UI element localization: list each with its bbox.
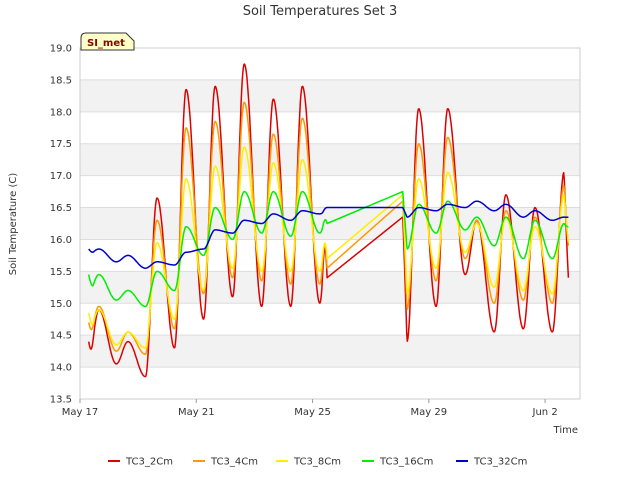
x-tick-label: May 17 [62, 407, 99, 418]
series-line-tc3-16cm [87, 190, 569, 308]
x-tick-label: May 29 [411, 407, 448, 418]
background-band [80, 79, 580, 112]
x-tick-label: Jun 2 [532, 407, 558, 418]
x-axis-label: Time [553, 425, 578, 436]
y-tick-label: 16.0 [50, 235, 72, 246]
legend-label: TC3_8Cm [293, 457, 341, 468]
y-tick-label: 17.5 [50, 139, 72, 150]
x-tick-label: May 21 [178, 407, 215, 418]
legend-label: TC3_4Cm [210, 457, 258, 468]
x-tick-label: May 25 [294, 407, 331, 418]
y-tick-label: 17.0 [50, 171, 72, 182]
y-tick-label: 16.5 [50, 203, 72, 214]
series-line-tc3-32cm [88, 200, 569, 269]
x-axis-ticks: May 17 May 21 May 25 May 29 Jun 2 [62, 399, 558, 418]
annotation-box [80, 32, 135, 51]
y-tick-label: 19.0 [50, 44, 72, 55]
background-band [80, 143, 580, 176]
background-band [80, 335, 580, 368]
legend-label: TC3_2Cm [125, 457, 173, 468]
legend-label: TC3_16Cm [379, 457, 433, 468]
y-tick-label: 18.5 [50, 75, 72, 86]
chart-title: Soil Temperatures Set 3 [243, 4, 398, 19]
y-tick-label: 18.0 [50, 107, 72, 118]
y-tick-label: 15.5 [50, 267, 72, 278]
station-annotation: SI_met [80, 32, 135, 51]
plot-background-bands [80, 79, 580, 368]
series-lines [87, 63, 570, 378]
legend: TC3_2Cm TC3_4Cm TC3_8Cm TC3_16Cm TC3_32Cm [108, 457, 527, 468]
annotation-label: SI_met [87, 38, 125, 49]
series-line-tc3-8cm [87, 146, 570, 349]
y-axis-ticks: 13.5 14.0 14.5 15.0 15.5 16.0 16.5 17.0 17.5 18.0… [50, 44, 72, 406]
y-tick-label: 13.5 [50, 395, 72, 406]
legend-label: TC3_32Cm [473, 457, 527, 468]
plot-frame [79, 47, 581, 400]
y-tick-label: 15.0 [50, 299, 72, 310]
y-axis-label: Soil Temperature (C) [8, 173, 19, 276]
y-tick-label: 14.5 [50, 331, 72, 342]
y-tick-label: 14.0 [50, 363, 72, 374]
